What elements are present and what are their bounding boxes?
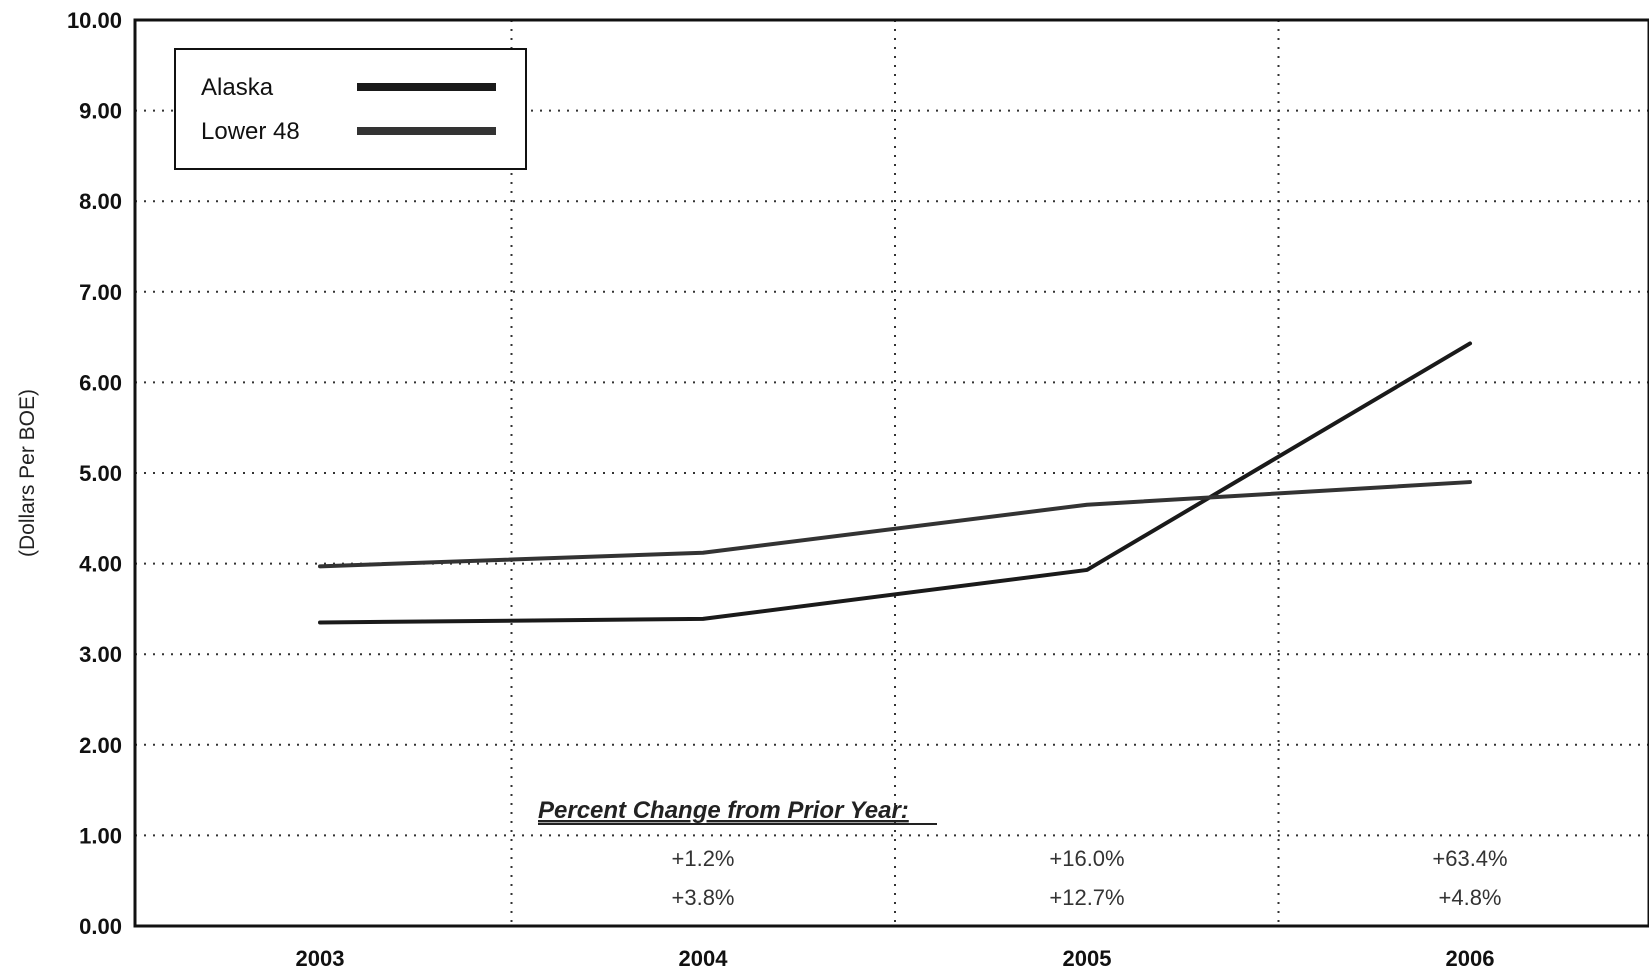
y-tick-label: 4.00 — [79, 552, 122, 577]
legend: Alaska Lower 48 — [174, 48, 527, 170]
x-axis-ticks: 2003 2004 2005 2006 — [296, 946, 1495, 971]
plot-area-frame — [133, 18, 1649, 928]
x-tick-label: 2006 — [1446, 946, 1495, 971]
percent-change-panel: Percent Change from Prior Year: +1.2% +16… — [538, 797, 1508, 910]
series-line-lower-48 — [318, 480, 1472, 569]
y-tick-label: 9.00 — [79, 99, 122, 124]
y-tick-label: 5.00 — [79, 461, 122, 486]
y-tick-label: 1.00 — [79, 823, 122, 848]
legend-label-alaska: Alaska — [201, 74, 274, 101]
y-tick-label: 3.00 — [79, 642, 122, 667]
percent-change-value: +4.8% — [1439, 885, 1502, 910]
x-tick-label: 2005 — [1063, 946, 1112, 971]
series-lines — [318, 341, 1472, 625]
y-axis-label: (Dollars Per BOE) — [16, 389, 39, 557]
y-tick-label: 8.00 — [79, 189, 122, 214]
data-point — [701, 551, 705, 555]
y-tick-label: 6.00 — [79, 370, 122, 395]
series-line-alaska — [318, 341, 1472, 625]
percent-change-title: Percent Change from Prior Year: — [538, 797, 909, 824]
y-tick-label: 2.00 — [79, 733, 122, 758]
percent-change-value: +1.2% — [672, 846, 735, 871]
data-point — [1085, 503, 1089, 507]
data-point — [318, 620, 322, 624]
x-tick-label: 2003 — [296, 946, 345, 971]
legend-box — [174, 48, 527, 170]
x-tick-label: 2004 — [679, 946, 729, 971]
y-tick-label: 7.00 — [79, 280, 122, 305]
legend-label-lower-48: Lower 48 — [201, 118, 300, 145]
data-point — [1468, 480, 1472, 484]
data-point — [318, 564, 322, 568]
percent-change-values: +1.2% +16.0% +63.4% +3.8% +12.7% +4.8% — [672, 846, 1508, 910]
y-tick-label: 10.00 — [67, 8, 122, 33]
y-axis-ticks: 0.00 1.00 2.00 3.00 4.00 5.00 6.00 7.00 8.00 9.00… — [67, 8, 122, 939]
data-point — [1468, 341, 1472, 345]
data-point — [701, 617, 705, 621]
y-tick-label: 0.00 — [79, 914, 122, 939]
percent-change-value: +16.0% — [1049, 846, 1124, 871]
data-point — [1085, 568, 1089, 572]
percent-change-value: +3.8% — [672, 885, 735, 910]
percent-change-value: +63.4% — [1432, 846, 1507, 871]
percent-change-value: +12.7% — [1049, 885, 1124, 910]
